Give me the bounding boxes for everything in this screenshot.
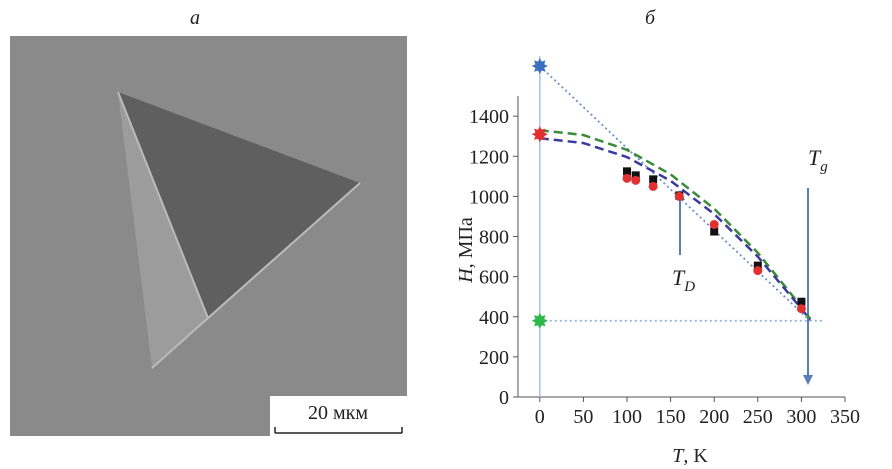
point [753,266,762,275]
x-tick-label: 50 [573,406,593,428]
curve [540,138,810,320]
y-tick-label: 200 [479,347,509,369]
y-axis-label: H, МПа [455,217,477,284]
point [710,220,719,229]
y-tick-label: 1200 [469,146,509,168]
panel-label: а [190,7,200,29]
y-tick-label: 1400 [469,106,509,128]
point [623,174,632,183]
annotation: Tg [808,145,828,175]
micrograph [10,36,407,436]
x-tick-label: 300 [786,406,816,428]
annotation: TD [672,265,695,295]
x-tick-label: 100 [612,406,642,428]
x-tick-label: 200 [699,406,729,428]
point [631,176,640,185]
y-tick-label: 400 [479,307,509,329]
panel-label: б [645,7,656,29]
point [532,313,548,329]
x-tick-label: 0 [535,406,545,428]
point [675,192,684,201]
x-tick-label: 250 [743,406,773,428]
point [797,304,806,313]
y-tick-label: 1000 [469,186,509,208]
point [532,126,548,142]
y-tick-label: 800 [479,227,509,249]
y-tick-label: 600 [479,267,509,289]
x-tick-label: 150 [656,406,686,428]
scale-bar-label: 20 мкм [308,402,368,424]
figure: а 20 мкм б TD Tg T, K H, МПа 0 50 100 150 20… [0,0,892,469]
point [532,58,548,74]
x-tick-label: 350 [830,406,860,428]
point [649,182,658,191]
arrows [675,188,813,385]
x-axis-label: T, K [672,445,708,467]
curve [540,130,810,319]
y-tick-label: 0 [499,387,509,409]
